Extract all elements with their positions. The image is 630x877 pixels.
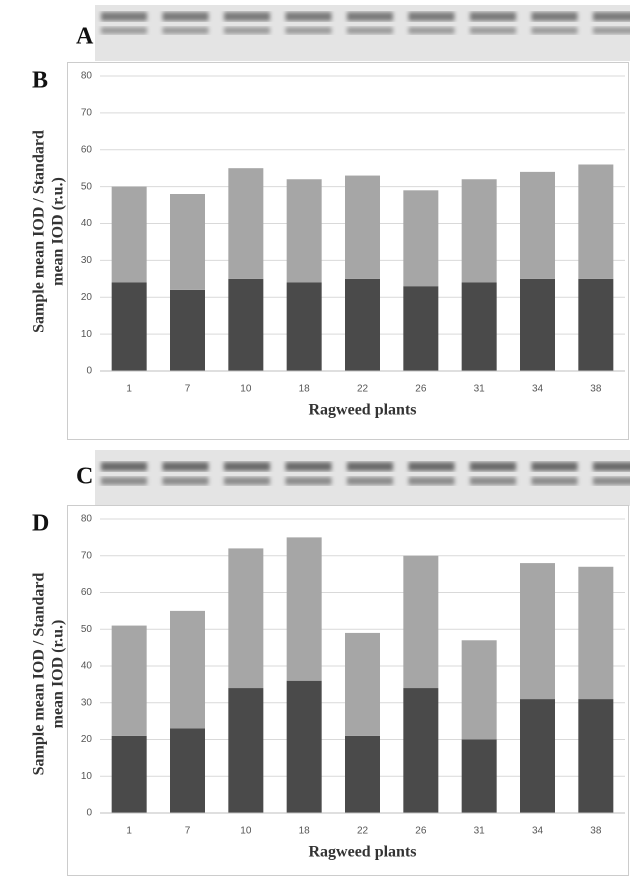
x-tick-label: 18	[299, 826, 311, 837]
y-tick-label: 60	[81, 587, 93, 598]
x-tick-label: 22	[357, 826, 369, 837]
bar-segment	[286, 537, 322, 681]
bar-segment	[286, 179, 322, 283]
bar-segment	[578, 278, 614, 371]
x-tick-label: 34	[532, 826, 544, 837]
bar-segment	[111, 282, 147, 371]
x-tick-label: 26	[415, 384, 427, 395]
bar-segment	[403, 190, 439, 287]
x-tick-label: 26	[415, 826, 427, 837]
bar-segment	[111, 625, 147, 736]
bar-segment	[520, 278, 555, 371]
bar-segment	[345, 278, 380, 371]
blot-image	[95, 5, 630, 61]
chart-frame	[67, 62, 629, 440]
y-tick-label: 40	[81, 218, 93, 229]
y-tick-label: 30	[81, 697, 93, 708]
y-tick-label: 10	[81, 329, 93, 340]
bar-segment	[520, 171, 555, 279]
y-axis-title: Sample mean IOD / Standard	[31, 573, 48, 776]
y-tick-label: 80	[81, 71, 93, 82]
bar-segment	[403, 555, 439, 689]
panel-label: D	[32, 511, 49, 537]
bar-segment	[461, 282, 497, 371]
chart-frame	[67, 505, 629, 876]
y-axis-title: mean IOD (r.u.)	[50, 620, 67, 729]
bar-segment	[461, 739, 497, 813]
panel-label: B	[32, 68, 48, 94]
y-tick-label: 80	[81, 514, 93, 525]
y-tick-label: 50	[81, 624, 93, 635]
x-tick-label: 22	[357, 384, 369, 395]
x-axis-title: Ragweed plants	[308, 402, 416, 419]
blot-label: C	[76, 464, 93, 490]
x-tick-label: 7	[185, 826, 191, 837]
x-tick-label: 1	[126, 826, 132, 837]
bar-segment	[170, 194, 205, 290]
bar-segment	[228, 278, 264, 371]
y-tick-label: 0	[86, 808, 92, 819]
bar-segment	[520, 699, 555, 813]
bar-segment	[170, 610, 205, 729]
blot-label: A	[76, 24, 94, 50]
y-axis-title: Sample mean IOD / Standard	[31, 130, 48, 333]
bar-segment	[578, 699, 614, 813]
bar-segment	[578, 566, 614, 700]
bar-segment	[345, 735, 380, 813]
bar-segment	[345, 632, 380, 736]
bar-segment	[286, 282, 322, 371]
bar-segment	[403, 286, 439, 371]
y-tick-label: 10	[81, 771, 93, 782]
y-tick-label: 30	[81, 255, 93, 266]
x-axis-title: Ragweed plants	[308, 844, 416, 861]
bar-segment	[170, 289, 205, 371]
x-tick-label: 31	[474, 384, 486, 395]
bar-segment	[461, 179, 497, 283]
y-tick-label: 20	[81, 292, 93, 303]
x-tick-label: 34	[532, 384, 544, 395]
x-tick-label: 7	[185, 384, 191, 395]
bar-segment	[578, 164, 614, 279]
x-tick-label: 1	[126, 384, 132, 395]
x-tick-label: 38	[590, 384, 602, 395]
x-tick-label: 31	[474, 826, 486, 837]
x-tick-label: 38	[590, 826, 602, 837]
y-tick-label: 20	[81, 734, 93, 745]
bar-segment	[403, 688, 439, 813]
bar-segment	[228, 548, 264, 689]
y-tick-label: 60	[81, 144, 93, 155]
x-tick-label: 10	[240, 826, 252, 837]
x-tick-label: 18	[299, 384, 311, 395]
y-tick-label: 0	[86, 366, 92, 377]
bar-segment	[345, 175, 380, 279]
bar-segment	[520, 563, 555, 700]
y-tick-label: 70	[81, 108, 93, 119]
blot-image	[95, 450, 630, 506]
bar-segment	[461, 640, 497, 740]
bar-segment	[111, 735, 147, 813]
bar-segment	[228, 168, 264, 279]
y-tick-label: 40	[81, 661, 93, 672]
y-axis-title: mean IOD (r.u.)	[50, 177, 67, 286]
bar-segment	[111, 186, 147, 283]
y-tick-label: 70	[81, 550, 93, 561]
bar-segment	[286, 680, 322, 813]
x-tick-label: 10	[240, 384, 252, 395]
y-tick-label: 50	[81, 181, 93, 192]
bar-segment	[228, 688, 264, 813]
bar-segment	[170, 728, 205, 813]
